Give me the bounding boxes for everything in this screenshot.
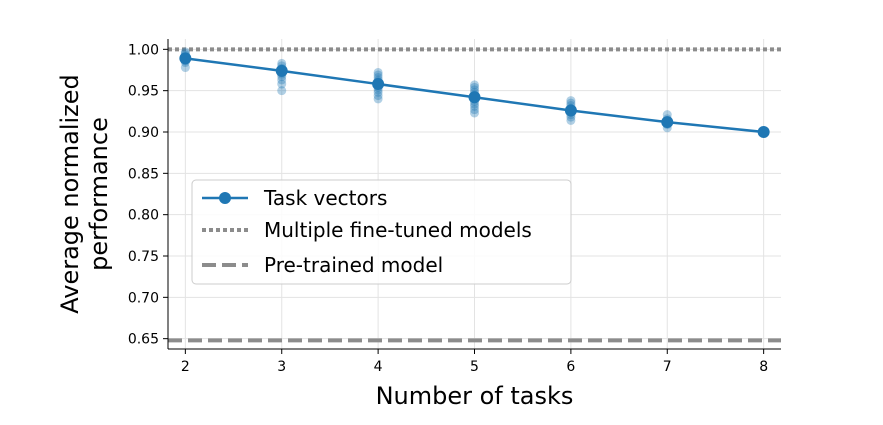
task-vectors-series xyxy=(179,52,770,138)
task-vectors-point xyxy=(372,78,385,91)
scatter-point xyxy=(373,67,383,77)
scatter-point xyxy=(566,96,576,106)
y-axis-label-line-1: Average normalized xyxy=(56,74,84,314)
x-tick-label: 3 xyxy=(277,359,286,375)
scatter-point xyxy=(373,70,383,80)
x-tick-label: 7 xyxy=(663,359,672,375)
x-tick-label: 6 xyxy=(566,359,575,375)
task-vectors-point xyxy=(757,126,770,138)
x-axis-label: Number of tasks xyxy=(376,382,574,410)
scatter-point xyxy=(470,82,479,92)
scatter-point xyxy=(277,75,287,85)
scatter-point xyxy=(180,63,190,73)
scatter-point xyxy=(470,108,479,118)
task-vectors-point xyxy=(179,52,192,65)
y-tick-label: 0.80 xyxy=(128,208,159,224)
legend-marker-task-vectors xyxy=(219,192,231,204)
scatter-point xyxy=(470,80,479,90)
y-tick-label: 1.00 xyxy=(128,42,159,58)
y-axis-label-line-2: performance xyxy=(85,117,113,271)
y-tick-label: 0.65 xyxy=(128,332,159,348)
legend-label-multiple-fine-tuned: Multiple fine-tuned models xyxy=(264,218,532,242)
reference-lines xyxy=(168,47,781,343)
task-vectors-point xyxy=(275,64,288,77)
task-vectors-point xyxy=(661,116,674,129)
legend: Task vectors Multiple fine-tuned models … xyxy=(191,179,572,285)
legend-box xyxy=(191,179,572,285)
scatter-point xyxy=(373,94,383,104)
y-axis-label: Average normalized performance xyxy=(56,74,113,314)
scatter-point xyxy=(470,105,479,115)
y-tick-label: 0.70 xyxy=(128,290,159,306)
task-vectors-point xyxy=(468,91,481,104)
ticks: 2 3 4 5 6 7 8 0.65 0.70 0.75 0.80 0.85 0.90 0.95 1.00 xyxy=(128,42,768,375)
task-vectors-point xyxy=(564,104,577,117)
scatter-point xyxy=(373,91,383,101)
y-tick-label: 0.85 xyxy=(128,166,159,182)
y-tick-label: 0.90 xyxy=(128,125,159,141)
scatter-point xyxy=(373,87,383,97)
y-tick-label: 0.75 xyxy=(128,249,159,265)
y-tick-label: 0.95 xyxy=(128,84,159,100)
scatter-point xyxy=(470,101,479,111)
legend-label-pre-trained: Pre-trained model xyxy=(264,253,443,277)
scatter-point xyxy=(566,115,576,125)
scatter-point xyxy=(277,86,287,96)
x-tick-label: 2 xyxy=(181,359,190,375)
x-tick-label: 5 xyxy=(470,359,479,375)
x-tick-label: 4 xyxy=(374,359,383,375)
legend-label-task-vectors: Task vectors xyxy=(263,186,387,210)
scatter-point xyxy=(277,79,287,89)
x-tick-label: 8 xyxy=(759,359,768,375)
